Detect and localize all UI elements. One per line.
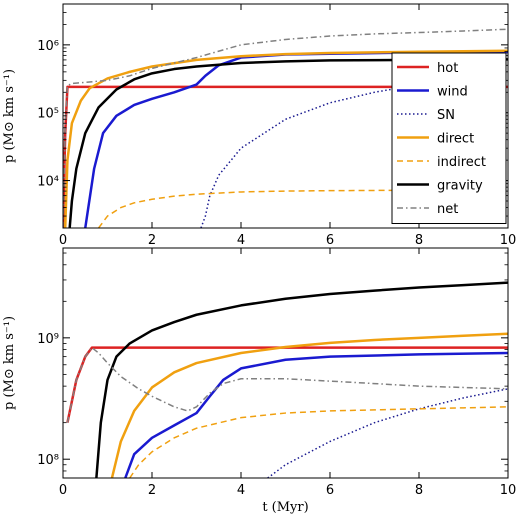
series-line-indirect — [129, 406, 508, 478]
legend-label-hot: hot — [437, 61, 458, 76]
series-line-direct — [63, 49, 508, 228]
x-tick-label: 0 — [59, 233, 67, 248]
x-tick-label: 6 — [326, 483, 334, 498]
x-tick-label: 4 — [237, 233, 245, 248]
plot-frame — [62, 247, 509, 479]
y-tick-label: 10⁹ — [37, 332, 59, 347]
x-tick-label: 2 — [148, 233, 156, 248]
legend-label-direct: direct — [437, 132, 474, 147]
y-tick-label: 10⁵ — [37, 107, 59, 122]
series-line-net — [66, 346, 508, 423]
legend-label-indirect: indirect — [437, 155, 486, 170]
x-tick-label: 6 — [326, 233, 334, 248]
x-tick-label: 0 — [59, 483, 67, 498]
legend: hot wind SN direct indirect gravity net — [391, 52, 507, 224]
legend-label-wind: wind — [437, 85, 468, 100]
top-panel: 0 2 4 6 8 10 10⁴ 10⁵ 10⁶ p (M⊙ km s⁻¹) hot wind SN di… — [2, 3, 517, 248]
y-axis-label: p (M⊙ km s⁻¹) — [2, 69, 17, 163]
series-group — [66, 281, 508, 478]
series-line-net — [63, 28, 508, 228]
y-tick-label: 10⁴ — [37, 175, 59, 190]
series-line-direct — [110, 332, 508, 478]
series-line-wind — [124, 351, 508, 478]
series-line-SN — [267, 388, 508, 478]
x-tick-label: 2 — [148, 483, 156, 498]
y-tick-label: 10⁸ — [37, 453, 59, 468]
y-axis-label: p (M⊙ km s⁻¹) — [2, 316, 17, 410]
bottom-panel: 0 2 4 6 8 10 10⁸ 10⁹ p (M⊙ km s⁻¹) t (Myr) — [2, 247, 517, 515]
series-line-gravity — [95, 281, 508, 478]
legend-label-gravity: gravity — [437, 179, 483, 194]
legend-label-net: net — [437, 202, 458, 217]
x-tick-label: 4 — [237, 483, 245, 498]
x-tick-label: 10 — [500, 483, 517, 498]
x-tick-label: 8 — [415, 483, 423, 498]
x-tick-label: 10 — [500, 233, 517, 248]
series-line-gravity — [68, 58, 508, 228]
legend-label-SN: SN — [437, 108, 455, 123]
x-axis-label: t (Myr) — [262, 500, 308, 515]
y-tick-label: 10⁶ — [37, 39, 59, 54]
x-tick-label: 8 — [415, 233, 423, 248]
